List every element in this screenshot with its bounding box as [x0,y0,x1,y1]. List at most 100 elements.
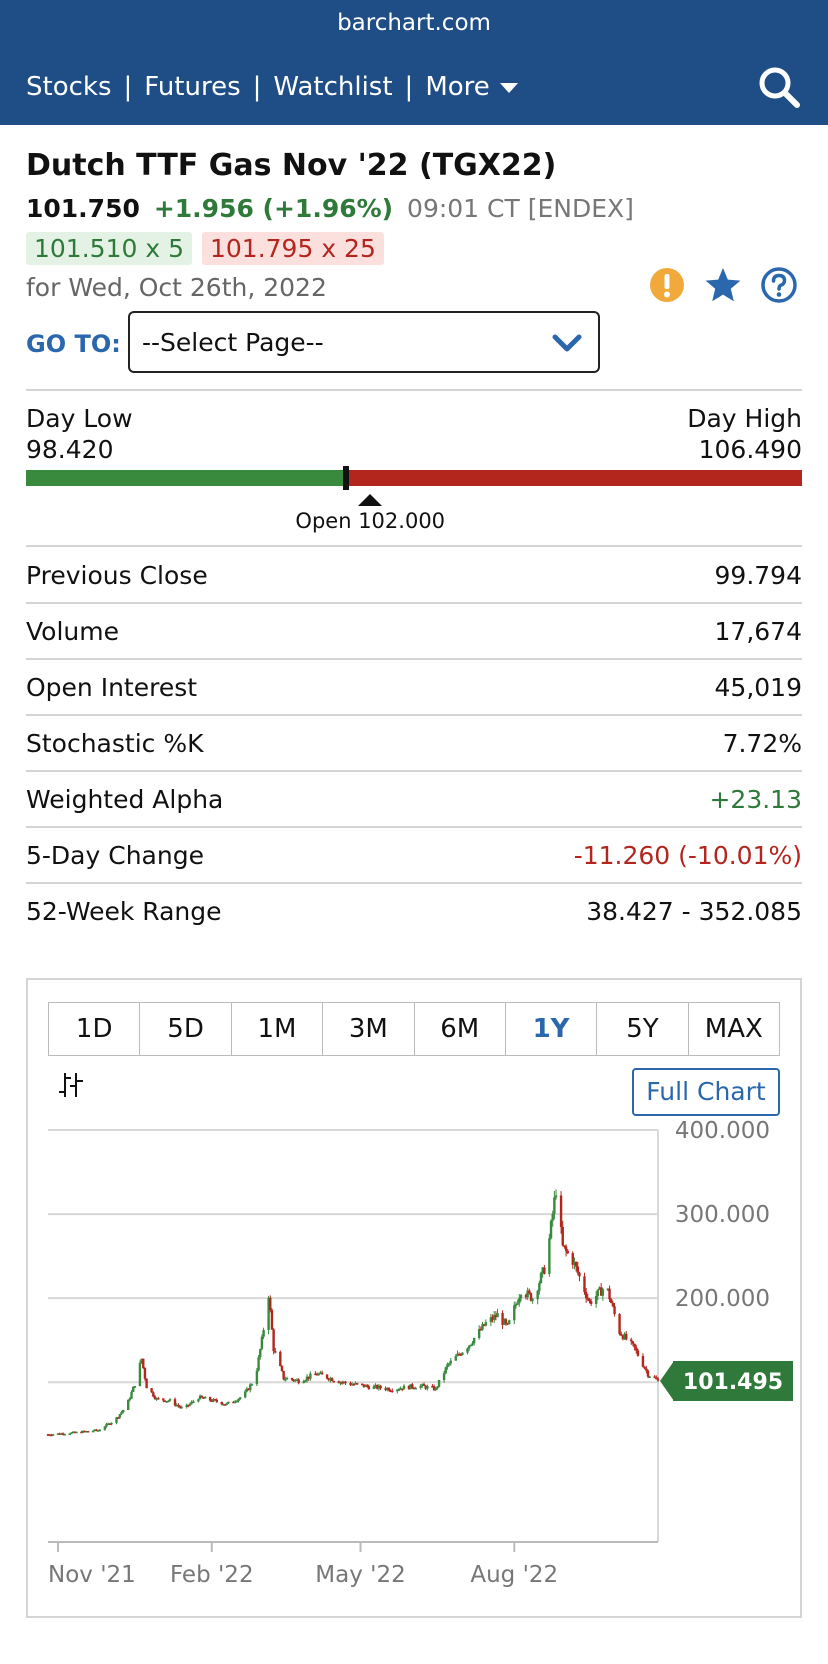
candle-body-up [138,1362,142,1386]
candle-body-up [414,1387,417,1390]
tab-3m[interactable]: 3M [323,1003,415,1055]
stat-label: Volume [26,617,119,646]
candlestick-type-icon[interactable] [56,1070,86,1100]
candle-body-up [364,1385,367,1387]
tab-1y[interactable]: 1Y [506,1003,598,1055]
search-icon[interactable] [756,64,802,110]
candle-body-down [422,1384,426,1386]
candle-body-up [601,1289,605,1296]
candle-body-up [127,1399,130,1410]
nav-more[interactable]: More [425,72,518,102]
candle-body-up [192,1401,195,1404]
candle-body-up [85,1431,88,1433]
chevron-down-icon [552,334,582,352]
candle-body-down [524,1295,528,1298]
candle-body-up [594,1295,598,1304]
candle-body-down [610,1299,613,1304]
candle-body-down [163,1400,167,1402]
candle-body-up [188,1403,192,1406]
nav-futures[interactable]: Futures [144,72,241,102]
day-low-label: Day Low [26,404,133,433]
top-bar: barchart.com Stocks | Futures | Watchlis… [0,0,828,125]
candle-body-down [411,1384,414,1388]
candle-body-up [96,1430,100,1432]
help-icon[interactable] [760,266,798,304]
candle-body-up [350,1384,354,1386]
alert-icon[interactable] [648,266,686,304]
candle-body-up [222,1404,225,1406]
candle-body-up [386,1388,389,1390]
last-price-badge-arrow [660,1360,674,1401]
candle-body-up [190,1401,193,1404]
candle-body-up [245,1388,249,1392]
tab-1m[interactable]: 1M [232,1003,324,1055]
candle-body-down [384,1388,387,1390]
candle-body-up [598,1287,601,1290]
tab-max[interactable]: MAX [704,1014,763,1044]
candle-body-up [249,1384,252,1391]
candle-body-up [339,1382,342,1384]
full-chart-button[interactable]: Full Chart [632,1068,780,1116]
candle-body-down [401,1388,404,1390]
candle-body-down [330,1378,334,1382]
quote-line: 101.750 +1.956 (+1.96%) 09:01 CT [ENDEX] [26,194,634,223]
candle-body-down [633,1343,636,1348]
candle-body-down [280,1366,284,1371]
candle-body-up [267,1297,270,1331]
candle-body-down [315,1374,319,1376]
candle-body-up [106,1423,110,1425]
nav-stocks[interactable]: Stocks [26,72,112,102]
candle-body-down [325,1374,329,1379]
price-change: +1.956 (+1.96%) [153,194,394,223]
candle-body-down [272,1329,275,1352]
tab-1d[interactable]: 1D [49,1003,141,1055]
candle-body-down [327,1378,330,1381]
candle-body-down [564,1246,568,1251]
candle-body-up [56,1433,60,1435]
main-nav: Stocks | Futures | Watchlist | More [26,72,518,102]
candle-body-down [80,1431,83,1434]
stat-value: 99.794 [714,561,802,590]
stat-label: Open Interest [26,673,198,702]
tab-5d[interactable]: 5D [140,1003,232,1055]
candle-body-up [250,1384,254,1386]
site-domain[interactable]: barchart.com [337,10,491,36]
candle-body-up [70,1432,73,1434]
stat-value: 45,019 [714,673,802,702]
candle-body-up [212,1399,215,1402]
candle-body-down [586,1298,590,1300]
stat-value: 38.427 - 352.085 [586,897,802,926]
divider [26,770,802,772]
candle-body-down [576,1266,579,1273]
star-icon[interactable] [704,266,742,304]
candle-body-up [329,1378,332,1381]
candle-body-up [167,1400,170,1403]
page-select[interactable]: --Select Page-- [128,311,600,373]
candle-body-up [516,1303,519,1305]
divider [26,882,802,884]
candle-body-up [434,1387,437,1391]
last-price-marker [343,466,350,490]
candle-body-down [213,1399,217,1401]
candle-body-down [173,1399,177,1406]
day-range-fill [26,470,347,486]
candle-body-up [549,1220,553,1239]
tab-5y[interactable]: 5Y [597,1003,689,1055]
candle-body-up [244,1391,247,1398]
candle-body-down [574,1262,578,1267]
candle-body-down [337,1381,340,1384]
nav-watchlist[interactable]: Watchlist [273,72,393,102]
candle-body-down [635,1347,638,1351]
tab-6m[interactable]: 6M [415,1003,506,1055]
stat-row: Volume 17,674 [26,603,802,659]
candle-body-down [362,1384,366,1387]
quote-date: for Wed, Oct 26th, 2022 [26,273,327,302]
candle-body-down [631,1341,635,1344]
candle-body-down [646,1370,650,1377]
candle-body-up [71,1431,75,1434]
candle-body-down [653,1376,656,1378]
candle-body-down [625,1333,628,1340]
candle-body-up [354,1383,357,1385]
candle-body-up [130,1391,133,1399]
